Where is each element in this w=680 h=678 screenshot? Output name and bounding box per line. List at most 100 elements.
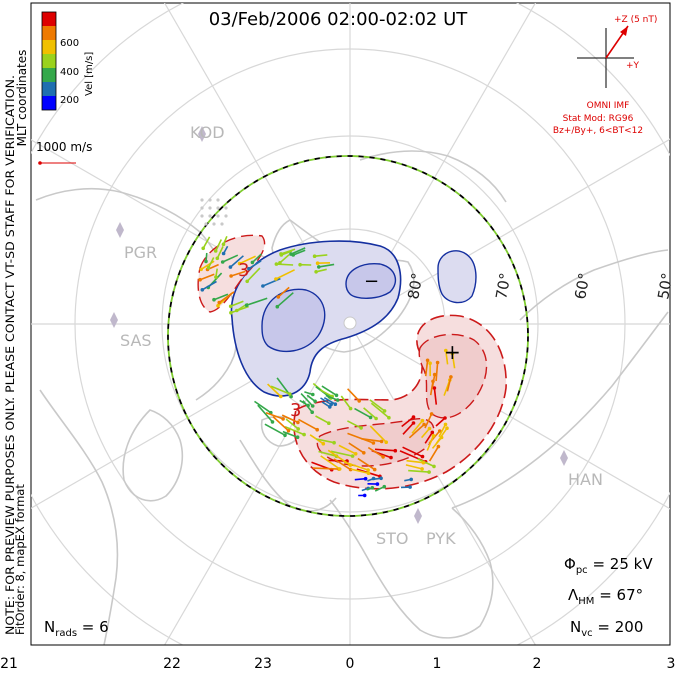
velocity-vector-origin xyxy=(311,404,315,408)
pole-marker xyxy=(344,317,356,329)
contour-label-dawn: 3 xyxy=(290,400,301,421)
velocity-vector-origin xyxy=(431,431,435,435)
velocity-vector-origin xyxy=(212,298,216,302)
velocity-vector-origin xyxy=(384,440,388,444)
velocity-vector-origin xyxy=(336,398,340,402)
velocity-vector-origin xyxy=(216,257,220,261)
velocity-vector-origin xyxy=(332,441,336,445)
velocity-vector-origin xyxy=(408,485,412,489)
colorbar-tick-600: 600 xyxy=(60,38,79,49)
velocity-vector-origin xyxy=(316,261,320,265)
velocity-vector-origin xyxy=(443,416,447,420)
velocity-colorbar xyxy=(42,12,56,110)
velocity-vector-origin xyxy=(366,468,370,472)
velocity-vector-origin xyxy=(322,442,326,446)
scale-vector-origin xyxy=(38,161,42,165)
velocity-vector-origin xyxy=(327,421,331,425)
radar-label-pyk: PYK xyxy=(426,529,456,548)
coordinates-label: MLT coordinates xyxy=(15,50,29,147)
velocity-vector-origin xyxy=(359,426,363,430)
velocity-vector-origin xyxy=(420,467,424,471)
velocity-vector-origin xyxy=(427,470,431,474)
velocity-vector-origin xyxy=(313,400,317,404)
velocity-vector-origin xyxy=(329,403,333,407)
imf-source-label: OMNI IMF xyxy=(587,101,630,111)
velocity-vector-origin xyxy=(444,423,448,427)
velocity-vector-origin xyxy=(287,429,291,433)
velocity-vector-origin xyxy=(315,428,319,432)
velocity-vector-origin xyxy=(367,471,371,475)
negative-cell-dawn-lobe xyxy=(438,251,476,303)
mlt-tick-22: 22 xyxy=(163,656,181,672)
velocity-vector-origin xyxy=(387,416,391,420)
radar-label-kod: KOD xyxy=(190,123,225,142)
imf-condition-label: Bz+/By+, 6<BT<12 xyxy=(553,126,643,136)
velocity-vector-origin xyxy=(306,404,310,408)
fit-order-note: FitOrder: 8, mapEX format xyxy=(13,484,27,635)
colorbar-segment xyxy=(42,54,56,68)
velocity-vector-origin xyxy=(275,262,279,266)
velocity-vector-origin xyxy=(217,301,221,305)
velocity-vector-origin xyxy=(412,415,416,419)
velocity-vector-origin xyxy=(274,277,278,281)
velocity-vector-origin xyxy=(334,402,338,406)
velocity-vector-origin xyxy=(421,419,425,423)
velocity-vector-origin xyxy=(201,288,205,292)
velocity-vector-origin xyxy=(428,361,432,365)
n-rads-stat: Nrads = 6 xyxy=(44,618,109,639)
velocity-vector-origin xyxy=(221,260,225,264)
velocity-vector-origin xyxy=(371,486,375,490)
radar-label-sas: SAS xyxy=(120,331,152,350)
velocity-vector-origin xyxy=(412,421,416,425)
velocity-vector-origin xyxy=(374,417,378,421)
velocity-vector-origin xyxy=(296,421,300,425)
velocity-vector-origin xyxy=(289,252,293,256)
n-vc-stat: Nvc = 200 xyxy=(570,618,643,639)
velocity-vector-origin xyxy=(222,242,226,246)
velocity-vector-origin xyxy=(245,303,249,307)
mlt-tick-0: 0 xyxy=(346,656,355,672)
velocity-vector-origin xyxy=(445,426,449,430)
velocity-vector-origin xyxy=(276,305,280,309)
velocity-vector-origin xyxy=(430,412,434,416)
potential-minimum-symbol: − xyxy=(364,271,379,292)
velocity-vector-origin xyxy=(421,455,425,459)
velocity-vector-origin xyxy=(351,454,355,458)
velocity-vector-origin xyxy=(349,407,353,411)
mlt-tick-1: 1 xyxy=(433,656,442,672)
radar-label-han: HAN xyxy=(568,470,603,489)
velocity-vector-origin xyxy=(229,311,233,315)
velocity-vector-origin xyxy=(381,455,385,459)
velocity-vector xyxy=(276,264,293,265)
velocity-vector xyxy=(313,468,339,469)
scale-label: 1000 m/s xyxy=(36,140,92,154)
velocity-vector-origin xyxy=(207,266,211,270)
velocity-vector-origin xyxy=(199,268,203,272)
colorbar-tick-400: 400 xyxy=(60,67,79,78)
velocity-vector-origin xyxy=(335,394,339,398)
colorbar-label: Vel [m/s] xyxy=(84,52,95,96)
colorbar-segment xyxy=(42,26,56,40)
velocity-vector-origin xyxy=(279,252,283,256)
colorbar-segment xyxy=(42,96,56,110)
velocity-vector-origin xyxy=(198,278,202,282)
radar-label-pgr: PGR xyxy=(124,243,157,262)
velocity-vector-origin xyxy=(204,260,208,264)
velocity-vector-origin xyxy=(376,482,380,486)
velocity-vector-origin xyxy=(283,433,287,437)
velocity-vector-origin xyxy=(433,386,437,390)
velocity-vector-origin xyxy=(279,395,283,399)
velocity-vector-origin xyxy=(310,410,314,414)
imf-bz-label: +Z (5 nT) xyxy=(614,15,657,25)
velocity-vector-origin xyxy=(363,494,367,498)
velocity-vector-origin xyxy=(379,477,383,481)
velocity-vector-origin xyxy=(229,274,233,278)
velocity-vector-origin xyxy=(373,468,377,472)
mlt-tick-3: 3 xyxy=(667,656,676,672)
velocity-vector-origin xyxy=(214,275,218,279)
mlt-tick-21: 21 xyxy=(0,656,18,672)
velocity-vector-origin xyxy=(261,284,265,288)
velocity-vector-origin xyxy=(251,261,255,265)
